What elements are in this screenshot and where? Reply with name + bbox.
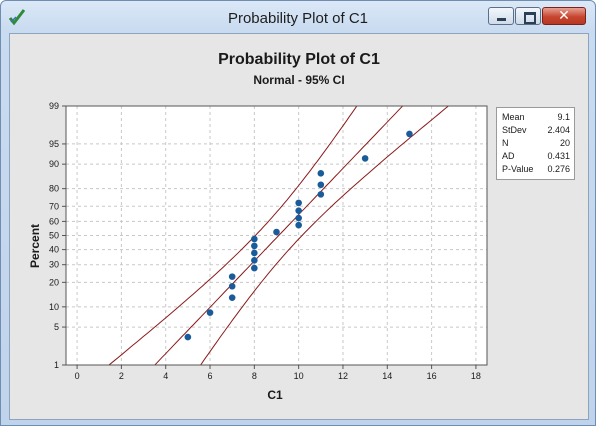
x-tick-label: 18	[471, 371, 481, 381]
x-tick-label: 6	[208, 371, 213, 381]
data-point	[317, 170, 325, 177]
y-tick-label: 20	[49, 277, 59, 287]
y-tick-label: 10	[49, 302, 59, 312]
x-tick-label: 8	[252, 371, 257, 381]
statistics-table: Mean 9.1 StDev 2.404 N 20 AD 0.431 P-Value 0.276	[496, 107, 575, 180]
stat-row: StDev 2.404	[502, 124, 570, 137]
y-tick-label: 30	[49, 260, 59, 270]
stat-value: 0.431	[547, 151, 570, 161]
x-tick-label: 12	[338, 371, 348, 381]
data-point	[361, 155, 369, 162]
y-tick-label: 50	[49, 231, 59, 241]
stat-row: P-Value 0.276	[502, 163, 570, 176]
maximize-button[interactable]	[515, 7, 541, 25]
data-point	[273, 228, 280, 236]
data-point	[295, 207, 302, 215]
minimize-icon	[497, 18, 506, 21]
x-tick-label: 14	[382, 371, 392, 381]
data-point	[206, 309, 214, 316]
y-tick-label: 60	[49, 216, 59, 226]
stat-value: 9.1	[557, 112, 570, 122]
y-tick-label: 80	[49, 184, 59, 194]
minitab-graph-icon	[8, 9, 26, 26]
ci-upper-band	[108, 106, 358, 365]
ci-lower-band	[199, 106, 450, 365]
x-tick-label: 2	[119, 371, 124, 381]
data-point	[184, 333, 192, 341]
stat-label: N	[502, 138, 509, 148]
x-tick-label: 16	[427, 371, 437, 381]
data-point	[295, 214, 302, 222]
data-point	[251, 264, 258, 272]
data-point	[251, 235, 258, 243]
stat-label: AD	[502, 151, 515, 161]
stat-value: 20	[559, 138, 570, 148]
x-tick-label: 4	[163, 371, 168, 381]
y-tick-label: 40	[49, 245, 59, 255]
chart-title: Probability Plot of C1	[218, 51, 380, 68]
fitted-line	[154, 106, 404, 365]
stat-row: AD 0.431	[502, 150, 570, 163]
y-tick-label: 90	[49, 159, 59, 169]
stat-value: 0.276	[547, 164, 570, 174]
stat-row: Mean 9.1	[502, 111, 570, 124]
y-tick-label: 70	[49, 201, 59, 211]
stat-label: Mean	[502, 112, 525, 122]
y-tick-label: 1	[54, 360, 59, 370]
data-point	[317, 181, 325, 189]
maximize-icon	[524, 12, 536, 24]
data-point	[228, 294, 236, 301]
graph-area: Probability Plot of C1 Normal - 95% CI 0…	[9, 33, 589, 420]
y-axis-title: Percent	[28, 223, 42, 268]
close-icon: ✕	[558, 7, 570, 23]
minimize-button[interactable]	[488, 7, 514, 25]
x-tick-label: 0	[75, 371, 80, 381]
probability-plot-chart: 0 2 4 6 8 10 12 14 16 18 1 5 10 20 30 40 50 60 70 80 90 95 99	[49, 101, 488, 381]
x-tick-label: 10	[294, 371, 304, 381]
y-tick-label: 99	[49, 101, 59, 111]
y-tick-label: 5	[54, 322, 59, 332]
stat-row: N 20	[502, 137, 570, 150]
y-tick-label: 95	[49, 139, 59, 149]
chart-subtitle: Normal - 95% CI	[253, 73, 345, 87]
data-point	[228, 273, 236, 280]
data-point	[406, 130, 413, 138]
data-point	[251, 242, 258, 250]
close-button[interactable]: ✕	[542, 7, 586, 25]
window-title: Probability Plot of C1	[227, 10, 369, 27]
data-point	[228, 282, 236, 290]
stat-label: StDev	[502, 125, 527, 135]
window-bottom-frame	[1, 420, 595, 426]
data-point	[251, 256, 258, 264]
data-point	[295, 221, 302, 229]
stat-label: P-Value	[502, 164, 534, 174]
title-bar[interactable]: Probability Plot of C1 ✕	[1, 1, 595, 33]
data-point	[317, 191, 325, 198]
data-point	[295, 199, 302, 207]
stat-value: 2.404	[547, 125, 570, 135]
data-point	[251, 249, 258, 257]
x-axis-title: C1	[267, 388, 283, 402]
